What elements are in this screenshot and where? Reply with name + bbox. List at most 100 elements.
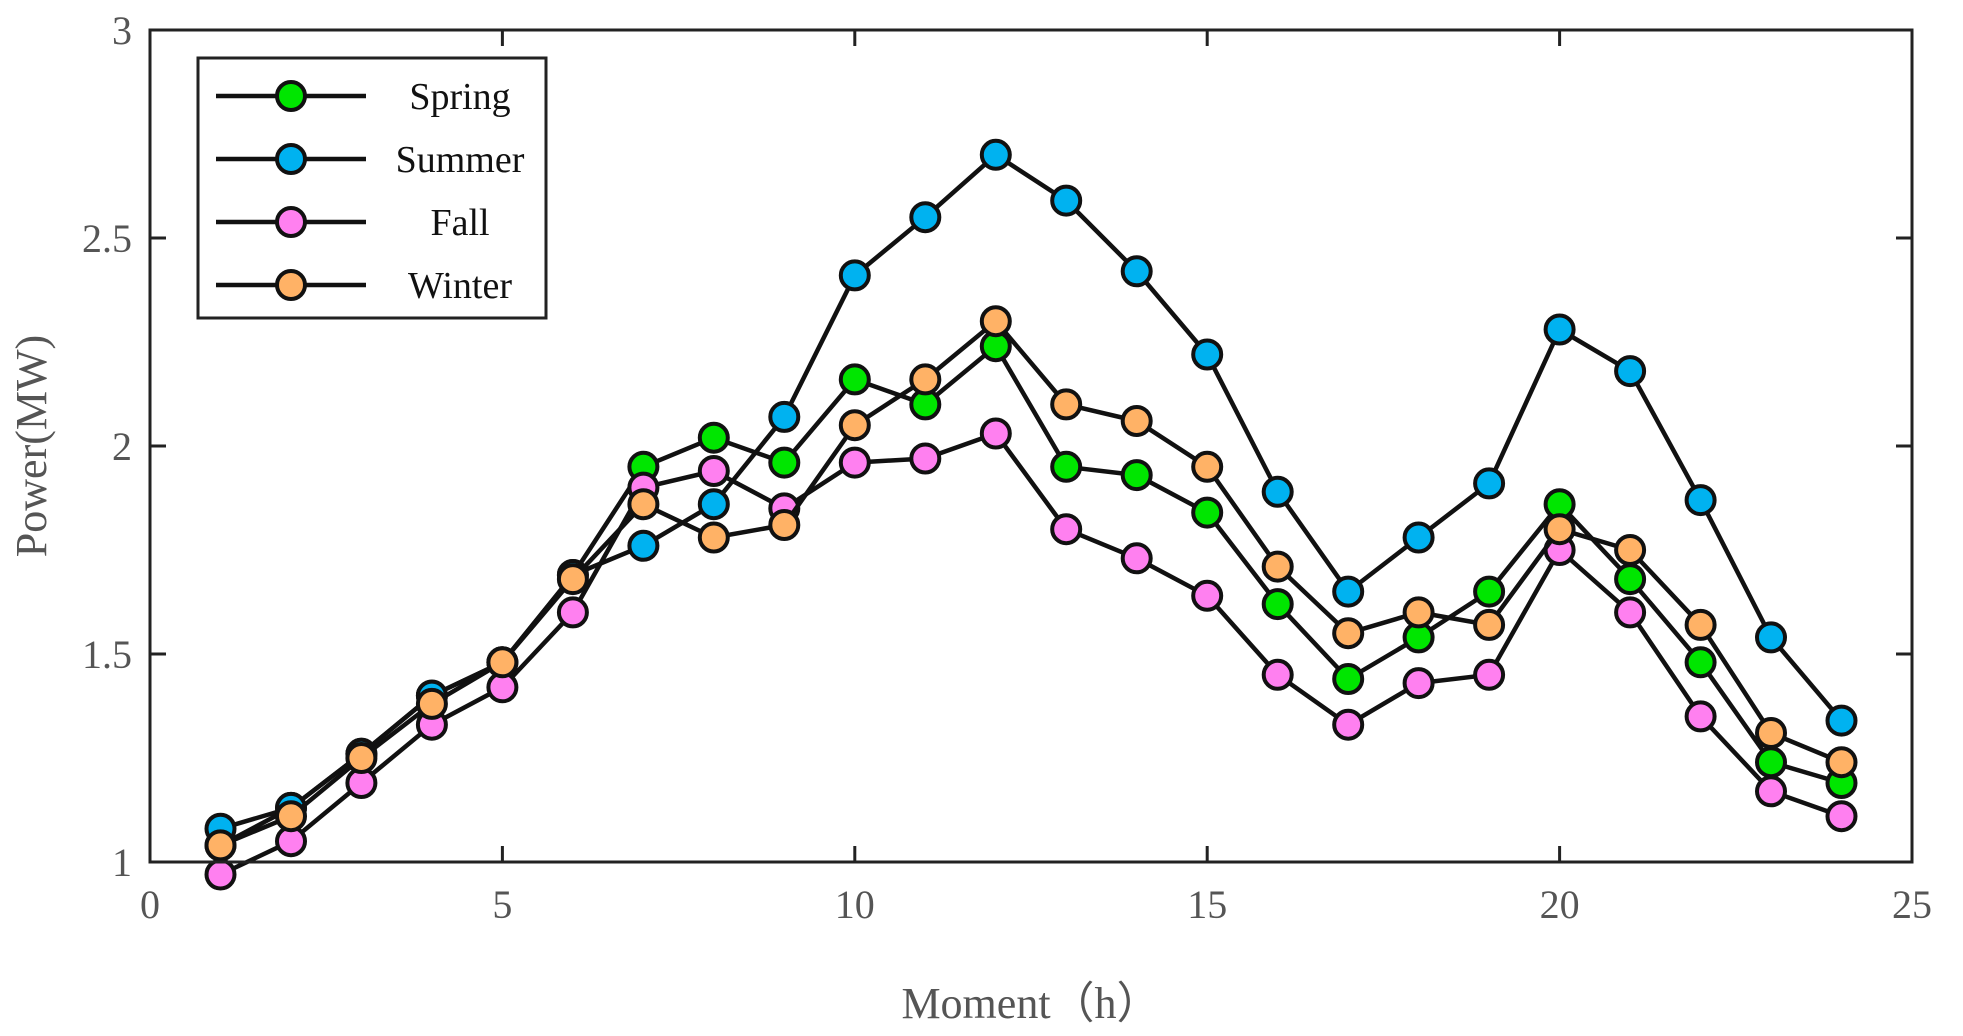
legend-entry-spring: Spring [216,76,511,118]
data-point-fall [1402,667,1435,700]
data-point-winter [345,742,378,774]
data-point-fall [1473,658,1506,691]
y-tick-label: 3 [112,8,132,53]
data-point-winter [1332,617,1365,650]
data-point-fall [909,442,942,475]
data-point-winter [838,409,871,442]
data-point-winter [415,687,448,720]
data-point-spring [697,421,730,454]
series-line-fall [219,431,1843,877]
legend-entry-winter: Winter [216,265,512,307]
data-point-fall [838,446,871,479]
series-layer [204,138,1858,891]
data-point-fall [1191,579,1224,612]
data-point-winter [627,488,660,521]
data-point-spring [1614,563,1647,596]
x-tick-label: 15 [1187,882,1227,927]
legend-marker [275,206,307,238]
data-point-spring [1191,496,1224,529]
legend: Spring Summer Fall Winter [196,56,548,320]
data-point-summer [979,138,1012,171]
axis-ticks: 0 5 10 15 20 25 1 1.5 2 2.5 3 [82,8,1932,927]
legend-label: Fall [430,202,489,244]
data-point-winter [909,363,942,396]
legend-label: Summer [396,139,525,181]
data-point-winter [768,509,801,541]
data-point-winter [1825,746,1858,779]
data-point-fall [556,596,589,629]
data-point-fall [1755,775,1787,808]
data-point-spring [1050,450,1083,483]
data-point-summer [768,400,801,433]
legend-label: Winter [408,265,512,307]
data-point-fall [1261,658,1294,691]
legend-box [196,56,548,320]
y-axis-label: Power(MW) [7,335,56,557]
data-point-spring [1755,746,1787,779]
data-point-summer [1473,467,1506,500]
data-point-fall [979,417,1012,450]
data-point-spring [1684,646,1717,679]
data-point-fall [1050,513,1083,546]
data-point-winter [204,829,237,862]
y-tick-label: 2 [112,424,132,469]
y-tick-label: 1.5 [82,632,132,677]
data-point-winter [1473,608,1506,641]
legend-marker [275,269,307,301]
data-point-winter [697,521,730,554]
data-point-summer [1402,521,1435,554]
data-point-fall [204,858,237,891]
data-point-fall [1332,708,1365,741]
data-point-summer [1191,338,1224,371]
x-tick-label: 10 [835,882,875,927]
y-tick-label: 1 [112,840,132,885]
data-point-summer [838,259,871,292]
data-point-winter [1543,513,1576,546]
x-tick-label: 20 [1540,882,1580,927]
x-axis-label: Moment（h） [901,979,1160,1028]
data-point-spring [1261,588,1294,621]
data-point-summer [1332,575,1365,608]
data-point-summer [697,488,730,521]
data-point-winter [1402,596,1435,629]
data-point-fall [1120,542,1153,575]
legend-entry-fall: Fall [216,202,490,244]
data-point-winter [1050,388,1083,421]
data-point-winter [1755,717,1787,749]
x-tick-label: 0 [140,882,160,927]
data-point-spring [1473,575,1506,608]
data-point-summer [1755,621,1787,654]
data-point-winter [1191,450,1224,483]
data-point-winter [556,563,589,596]
data-point-fall [1825,800,1858,833]
data-point-summer [909,201,942,234]
data-point-winter [1684,608,1717,641]
data-point-fall [1684,700,1717,733]
data-point-summer [1261,475,1294,508]
legend-marker [275,80,307,112]
legend-marker [275,143,307,175]
data-point-winter [275,800,307,833]
series-winter [204,305,1858,862]
data-point-winter [486,646,519,679]
y-tick-label: 2.5 [82,216,132,261]
data-point-summer [627,529,660,562]
x-tick-label: 5 [492,882,512,927]
data-point-summer [1684,484,1717,517]
data-point-spring [1120,459,1153,492]
data-point-winter [1614,534,1647,566]
x-tick-label: 25 [1892,882,1932,927]
data-point-winter [979,305,1012,338]
data-point-spring [1332,663,1365,695]
data-point-fall [1614,596,1647,629]
series-line-spring [219,343,1843,848]
data-point-fall [697,455,730,487]
data-point-spring [768,446,801,479]
data-point-spring [838,363,871,396]
data-point-summer [1120,255,1153,288]
data-point-summer [1614,355,1647,388]
data-point-summer [1543,313,1576,346]
legend-label: Spring [409,76,510,118]
legend-entry-summer: Summer [216,139,525,181]
